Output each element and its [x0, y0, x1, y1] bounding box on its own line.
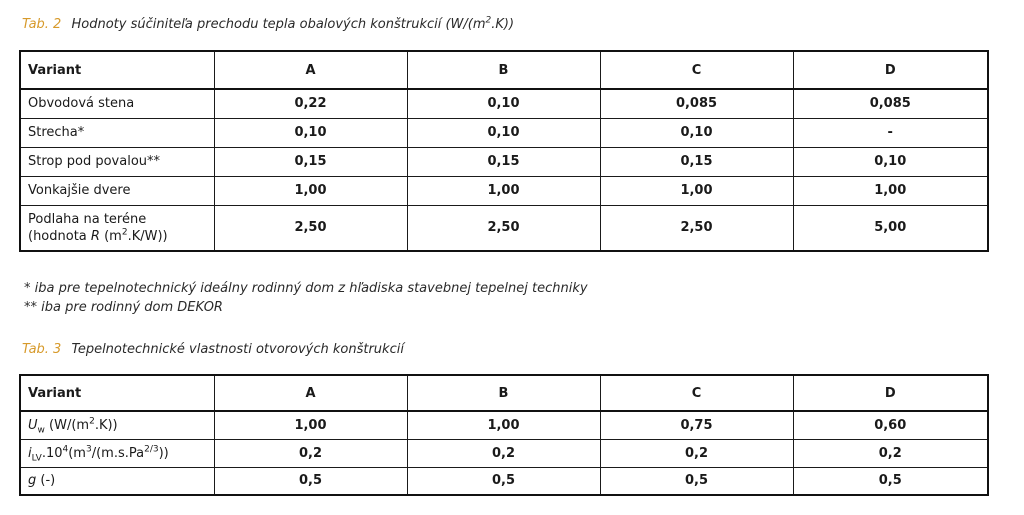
- cell-value: 1,00: [213, 410, 408, 440]
- table-row: Strop pod povalou** 0,15 0,15 0,15 0,10: [19, 146, 989, 177]
- header-c: C: [599, 50, 794, 90]
- cell-value: -: [792, 117, 989, 148]
- table3-header-row: Variant A B C D: [19, 374, 989, 412]
- row-label: Obvodová stena: [19, 88, 215, 119]
- cell-value: 0,10: [406, 117, 601, 148]
- footnote: ** iba pre rodinný dom DEKOR: [24, 300, 223, 315]
- cell-value: 0,75: [599, 410, 794, 440]
- row-label: Podlaha na teréne (hodnota R (m2.K/W)): [19, 204, 215, 252]
- cell-value: 2,50: [599, 204, 794, 252]
- row-label: g (-): [19, 466, 215, 496]
- table3-number: Tab. 3: [22, 342, 62, 357]
- row-label: Uw (W/(m2.K)): [19, 410, 215, 440]
- table2-title: Hodnoty súčiniteľa prechodu tepla obalov…: [71, 15, 515, 32]
- header-a: A: [213, 374, 408, 412]
- table2: Variant A B C D Obvodová stena 0,22 0,10…: [19, 50, 989, 252]
- table2-header-row: Variant A B C D: [19, 50, 989, 90]
- row-label: Strop pod povalou**: [19, 146, 215, 177]
- cell-value: 0,085: [792, 88, 989, 119]
- header-a: A: [213, 50, 408, 90]
- table3: Variant A B C D Uw (W/(m2.K)) 1,00 1,00 …: [19, 374, 989, 496]
- table-row: Uw (W/(m2.K)) 1,00 1,00 0,75 0,60: [19, 410, 989, 440]
- cell-value: 0,10: [213, 117, 408, 148]
- cell-value: 0,15: [406, 146, 601, 177]
- cell-value: 1,00: [406, 410, 601, 440]
- header-c: C: [599, 374, 794, 412]
- table-row: Vonkajšie dvere 1,00 1,00 1,00 1,00: [19, 175, 989, 206]
- header-b: B: [406, 50, 601, 90]
- footnote: * iba pre tepelnotechnický ideálny rodin…: [24, 281, 588, 296]
- header-variant: Variant: [19, 50, 215, 90]
- row-label: iLV.104(m3/(m.s.Pa2/3)): [19, 438, 215, 468]
- row-label: Strecha*: [19, 117, 215, 148]
- table-row: g (-) 0,5 0,5 0,5 0,5: [19, 466, 989, 496]
- cell-value: 2,50: [213, 204, 408, 252]
- header-d: D: [792, 374, 989, 412]
- row-label: Vonkajšie dvere: [19, 175, 215, 206]
- cell-value: 0,085: [599, 88, 794, 119]
- header-d: D: [792, 50, 989, 90]
- cell-value: 0,10: [599, 117, 794, 148]
- table-row: Strecha* 0,10 0,10 0,10 -: [19, 117, 989, 148]
- cell-value: 0,5: [599, 466, 794, 496]
- cell-value: 1,00: [406, 175, 601, 206]
- cell-value: 0,2: [599, 438, 794, 468]
- cell-value: 1,00: [599, 175, 794, 206]
- table3-title: Tepelnotechnické vlastnosti otvorových k…: [71, 342, 404, 357]
- table3-caption: Tab. 3 Tepelnotechnické vlastnosti otvor…: [22, 342, 404, 357]
- table-row: Obvodová stena 0,22 0,10 0,085 0,085: [19, 88, 989, 119]
- cell-value: 0,60: [792, 410, 989, 440]
- cell-value: 0,2: [792, 438, 989, 468]
- cell-value: 0,10: [406, 88, 601, 119]
- footnotes: * iba pre tepelnotechnický ideálny rodin…: [24, 279, 588, 317]
- table2-caption: Tab. 2 Hodnoty súčiniteľa prechodu tepla…: [22, 15, 515, 32]
- cell-value: 0,22: [213, 88, 408, 119]
- cell-value: 1,00: [792, 175, 989, 206]
- cell-value: 0,5: [406, 466, 601, 496]
- header-variant: Variant: [19, 374, 215, 412]
- cell-value: 0,5: [792, 466, 989, 496]
- cell-value: 0,2: [213, 438, 408, 468]
- header-b: B: [406, 374, 601, 412]
- cell-value: 2,50: [406, 204, 601, 252]
- cell-value: 0,2: [406, 438, 601, 468]
- cell-value: 0,15: [213, 146, 408, 177]
- table2-number: Tab. 2: [22, 17, 62, 32]
- table-row: iLV.104(m3/(m.s.Pa2/3)) 0,2 0,2 0,2 0,2: [19, 438, 989, 468]
- table-row: Podlaha na teréne (hodnota R (m2.K/W)) 2…: [19, 204, 989, 252]
- cell-value: 0,15: [599, 146, 794, 177]
- cell-value: 5,00: [792, 204, 989, 252]
- cell-value: 0,10: [792, 146, 989, 177]
- cell-value: 0,5: [213, 466, 408, 496]
- cell-value: 1,00: [213, 175, 408, 206]
